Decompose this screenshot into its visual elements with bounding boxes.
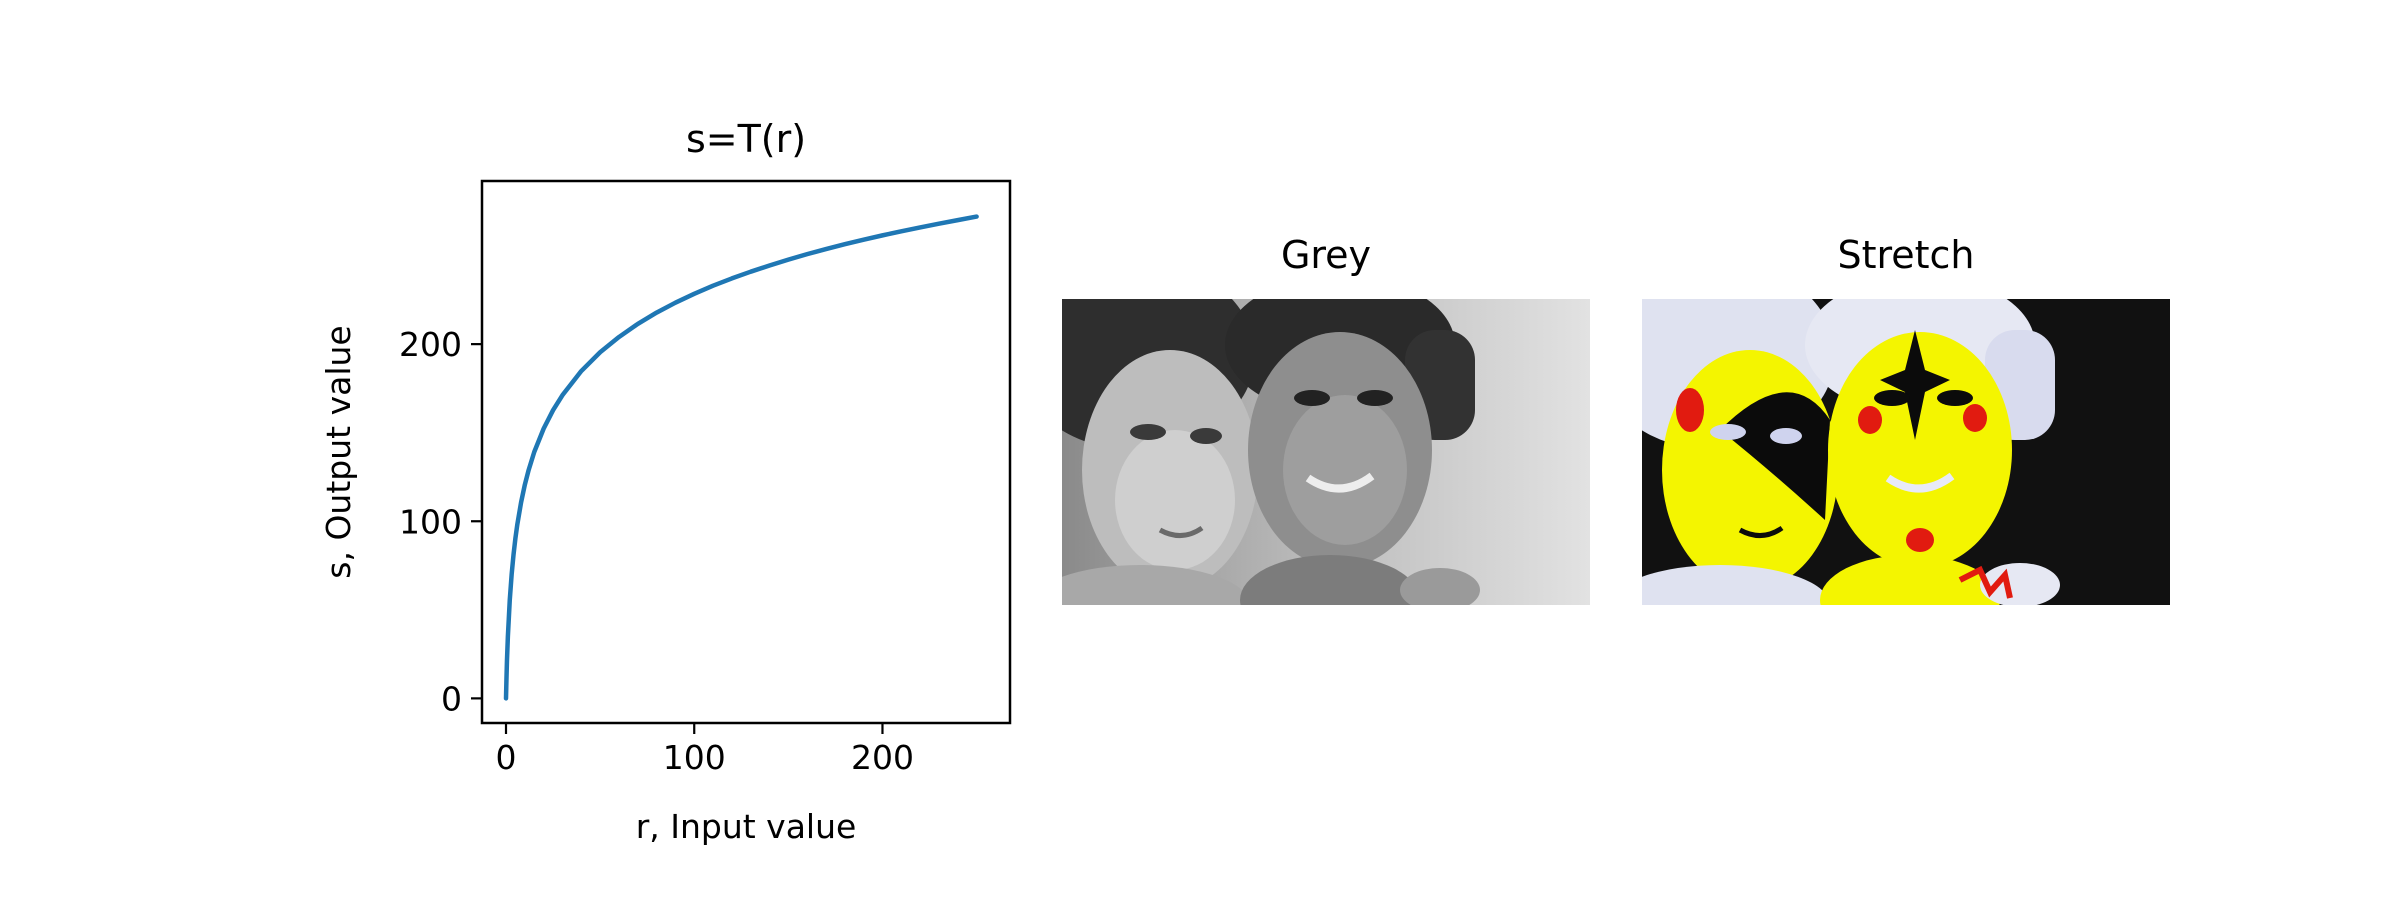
x-tick-label: 200 — [851, 738, 914, 777]
chart-title: s=T(r) — [686, 117, 806, 161]
stretch-portrait-image — [1642, 299, 2170, 605]
stretch-image-panel: Stretch — [1642, 233, 2170, 605]
x-axis-label: r, Input value — [636, 807, 857, 846]
y-tick-label: 100 — [399, 502, 462, 541]
x-axis-ticks: 0 100 200 — [496, 723, 914, 777]
grey-portrait-image — [1062, 299, 1590, 605]
y-tick-label: 200 — [399, 325, 462, 364]
plot-frame — [480, 179, 1012, 725]
y-axis-label: s, Output value — [319, 325, 358, 578]
x-tick-label: 100 — [663, 738, 726, 777]
y-axis-ticks: 0 100 200 — [399, 325, 482, 718]
grey-image-title: Grey — [1281, 233, 1371, 277]
transform-chart: s=T(r) 0 100 200 0 100 200 r, Input value s,… — [319, 117, 1012, 846]
x-tick-label: 0 — [496, 738, 517, 777]
grey-image-panel: Grey — [1062, 233, 1590, 605]
transform-curve — [503, 214, 979, 701]
y-tick-label: 0 — [441, 679, 462, 718]
stretch-image-title: Stretch — [1837, 233, 1974, 277]
